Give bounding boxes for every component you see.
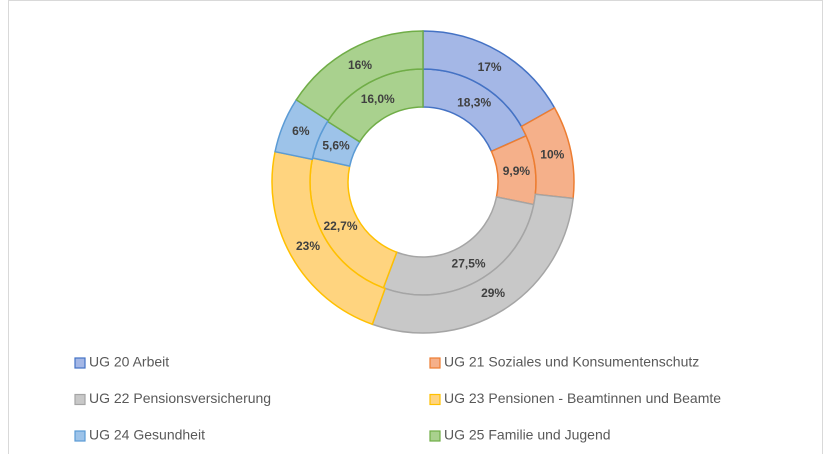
data-label: 17% <box>478 60 502 74</box>
legend-label: UG 21 Soziales und Konsumentenschutz <box>444 354 699 370</box>
legend-swatch <box>429 357 441 369</box>
data-label: 10% <box>540 148 564 162</box>
legend-label: UG 23 Pensionen - Beamtinnen und Beamte <box>444 390 721 406</box>
data-label: 5,6% <box>322 138 350 152</box>
data-label: 9,9% <box>503 164 531 178</box>
legend-label: UG 20 Arbeit <box>89 354 169 370</box>
data-label: 27,5% <box>452 256 486 270</box>
data-label: 6% <box>292 124 310 138</box>
data-label: 23% <box>296 239 320 253</box>
doughnut-segment <box>295 30 424 122</box>
legend-label: UG 22 Pensionsversicherung <box>89 390 271 406</box>
data-label: 16% <box>348 58 372 72</box>
legend-swatch <box>429 393 441 406</box>
legend-swatch <box>74 430 86 442</box>
legend-label: UG 25 Familie und Jugend <box>444 427 611 443</box>
data-label: 16,0% <box>361 92 395 106</box>
legend-swatch <box>429 430 441 442</box>
legend-swatch <box>74 357 86 369</box>
legend-label: UG 24 Gesundheit <box>89 427 205 443</box>
data-label: 22,7% <box>323 219 357 233</box>
data-label: 29% <box>481 286 505 300</box>
legend-swatch <box>74 393 86 406</box>
data-label: 18,3% <box>457 95 491 109</box>
